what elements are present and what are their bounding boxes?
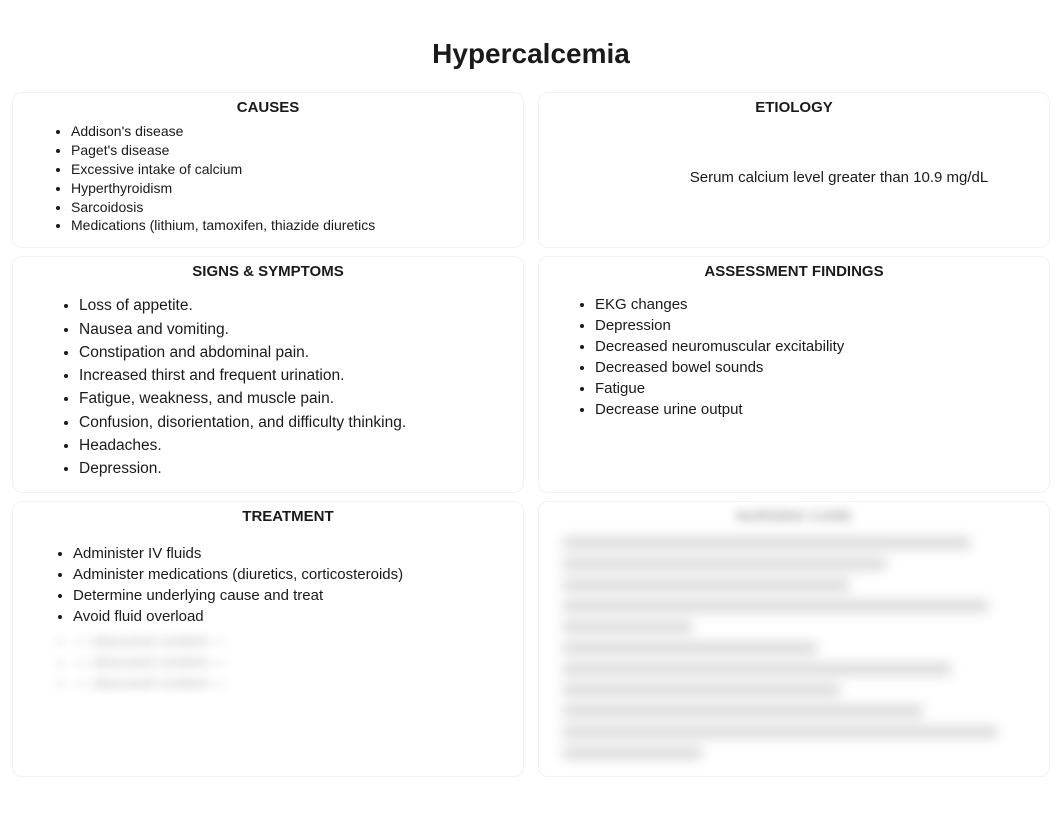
list-item: Addison's disease	[71, 122, 505, 141]
list-item: Medications (lithium, tamoxifen, thiazid…	[71, 216, 505, 235]
page-title: Hypercalcemia	[12, 38, 1050, 70]
list-item: Depression	[595, 315, 1031, 336]
treatment-cell: TREATMENT Administer IV fluids Administe…	[12, 501, 524, 777]
list-item: Sarcoidosis	[71, 198, 505, 217]
blurred-line	[563, 617, 692, 636]
list-item: EKG changes	[595, 294, 1031, 315]
blurred-line	[563, 533, 970, 552]
list-item: Decreased bowel sounds	[595, 357, 1031, 378]
list-item: Confusion, disorientation, and difficult…	[79, 411, 505, 434]
treatment-header: TREATMENT	[31, 508, 505, 525]
list-item: Hyperthyroidism	[71, 179, 505, 198]
list-item: Determine underlying cause and treat	[73, 585, 505, 606]
nursing-blurred-body	[557, 533, 1031, 762]
list-item: Nausea and vomiting.	[79, 318, 505, 341]
list-item: Decreased neuromuscular excitability	[595, 336, 1031, 357]
treatment-list: Administer IV fluids Administer medicati…	[31, 543, 505, 627]
list-item: Paget's disease	[71, 141, 505, 160]
list-item: Excessive intake of calcium	[71, 160, 505, 179]
list-item-blurred: — obscured content —	[73, 652, 505, 673]
list-item: Constipation and abdominal pain.	[79, 341, 505, 364]
treatment-blurred-list: — obscured content — — obscured content …	[31, 631, 505, 694]
etiology-text: Serum calcium level greater than 10.9 mg…	[557, 122, 1031, 232]
assessment-header: ASSESSMENT FINDINGS	[557, 263, 1031, 280]
blurred-line	[563, 638, 817, 657]
causes-cell: CAUSES Addison's disease Paget's disease…	[12, 92, 524, 248]
list-item: Fatigue, weakness, and muscle pain.	[79, 387, 505, 410]
assessment-cell: ASSESSMENT FINDINGS EKG changes Depressi…	[538, 256, 1050, 493]
list-item: Loss of appetite.	[79, 294, 505, 317]
list-item: Increased thirst and frequent urination.	[79, 364, 505, 387]
blurred-line	[563, 596, 988, 615]
list-item-blurred: — obscured content —	[73, 673, 505, 694]
etiology-cell: ETIOLOGY Serum calcium level greater tha…	[538, 92, 1050, 248]
nursing-header-blurred: NURSING CARE	[557, 508, 1031, 525]
blurred-line	[563, 701, 923, 720]
signs-list: Loss of appetite. Nausea and vomiting. C…	[31, 294, 505, 480]
list-item: Administer medications (diuretics, corti…	[73, 564, 505, 585]
content-grid: CAUSES Addison's disease Paget's disease…	[12, 92, 1050, 777]
signs-header: SIGNS & SYMPTOMS	[31, 263, 505, 280]
list-item: Depression.	[79, 457, 505, 480]
list-item: Administer IV fluids	[73, 543, 505, 564]
blurred-line	[563, 680, 840, 699]
causes-header: CAUSES	[31, 99, 505, 116]
list-item-blurred: — obscured content —	[73, 631, 505, 652]
blurred-line	[563, 743, 702, 762]
list-item: Fatigue	[595, 378, 1031, 399]
nursing-cell: NURSING CARE	[538, 501, 1050, 777]
blurred-line	[563, 659, 951, 678]
blurred-line	[563, 575, 849, 594]
causes-list: Addison's disease Paget's disease Excess…	[31, 122, 505, 235]
blurred-line	[563, 554, 886, 573]
blurred-line	[563, 722, 997, 741]
list-item: Headaches.	[79, 434, 505, 457]
list-item: Decrease urine output	[595, 399, 1031, 420]
signs-cell: SIGNS & SYMPTOMS Loss of appetite. Nause…	[12, 256, 524, 493]
etiology-header: ETIOLOGY	[557, 99, 1031, 116]
list-item: Avoid fluid overload	[73, 606, 505, 627]
assessment-list: EKG changes Depression Decreased neuromu…	[557, 294, 1031, 420]
